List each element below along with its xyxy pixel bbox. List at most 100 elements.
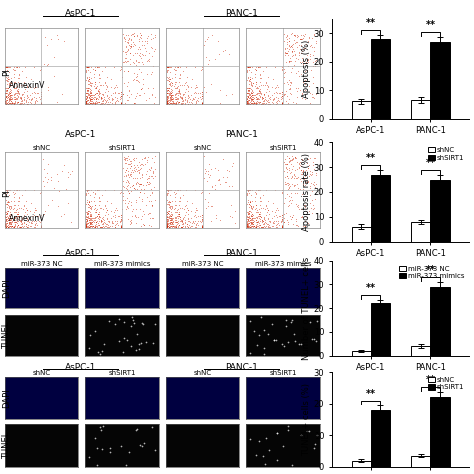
Point — [179, 218, 186, 225]
Point — [145, 210, 152, 218]
Point — [105, 317, 113, 325]
Point — [219, 173, 227, 181]
Point — [174, 218, 182, 225]
Point — [165, 223, 173, 230]
Point — [11, 95, 19, 102]
Point — [13, 64, 20, 71]
Point — [24, 217, 31, 225]
Point — [124, 36, 131, 44]
Point — [283, 190, 291, 198]
Point — [169, 222, 177, 229]
Point — [287, 57, 295, 65]
Point — [122, 184, 129, 191]
Point — [300, 44, 308, 52]
Point — [2, 222, 9, 230]
Point — [226, 167, 233, 175]
Point — [136, 180, 144, 187]
Point — [165, 201, 173, 209]
Point — [207, 217, 215, 224]
Point — [279, 218, 286, 225]
Point — [86, 191, 93, 199]
Point — [85, 91, 93, 99]
Point — [182, 79, 189, 87]
Point — [147, 71, 155, 78]
Point — [18, 215, 26, 222]
Point — [99, 91, 106, 98]
Point — [122, 43, 129, 50]
Point — [304, 155, 312, 163]
Point — [100, 93, 108, 101]
Point — [94, 98, 102, 106]
Point — [285, 42, 293, 49]
Point — [110, 64, 118, 71]
Point — [309, 181, 317, 188]
Point — [42, 33, 49, 40]
Point — [102, 220, 110, 228]
Point — [244, 97, 251, 105]
Point — [124, 177, 132, 185]
Point — [176, 210, 183, 218]
Point — [198, 223, 206, 230]
Point — [5, 93, 12, 101]
Point — [7, 222, 15, 230]
Point — [19, 223, 27, 230]
Point — [247, 219, 255, 227]
Point — [270, 336, 278, 344]
Point — [146, 214, 154, 222]
Bar — [411, 346, 430, 356]
Point — [82, 97, 90, 105]
Point — [15, 213, 23, 220]
Point — [224, 173, 231, 181]
Point — [244, 215, 251, 223]
Point — [104, 223, 111, 230]
Point — [285, 46, 293, 53]
Point — [87, 223, 94, 230]
Point — [120, 80, 128, 87]
Point — [141, 51, 148, 59]
Point — [166, 99, 174, 107]
Point — [133, 62, 140, 69]
Point — [188, 76, 196, 83]
Point — [253, 98, 260, 106]
Point — [265, 94, 273, 101]
Point — [101, 88, 109, 96]
Point — [163, 92, 171, 100]
Point — [282, 160, 289, 168]
Point — [93, 100, 101, 107]
Point — [109, 94, 116, 101]
Point — [110, 187, 118, 194]
Point — [7, 89, 14, 97]
Point — [166, 75, 173, 82]
Point — [299, 89, 306, 97]
Point — [83, 218, 91, 225]
Point — [22, 220, 29, 228]
Point — [281, 65, 288, 73]
Point — [252, 84, 259, 92]
Point — [259, 97, 266, 104]
Point — [272, 93, 280, 101]
Point — [86, 219, 94, 227]
Point — [189, 96, 196, 104]
Point — [283, 58, 290, 65]
Point — [273, 83, 280, 91]
Point — [111, 88, 118, 95]
Point — [191, 88, 199, 95]
Point — [296, 175, 304, 183]
Point — [174, 82, 182, 90]
Point — [124, 67, 132, 75]
Point — [198, 99, 206, 107]
Point — [149, 168, 156, 175]
Point — [181, 100, 188, 107]
Point — [198, 98, 206, 105]
Point — [252, 100, 260, 107]
Point — [279, 213, 286, 221]
Point — [262, 93, 269, 101]
Point — [141, 37, 149, 45]
Point — [185, 98, 192, 106]
Point — [212, 214, 219, 222]
Point — [14, 87, 21, 94]
Point — [288, 47, 295, 55]
Point — [263, 78, 270, 86]
Point — [127, 198, 135, 205]
Point — [247, 82, 255, 89]
